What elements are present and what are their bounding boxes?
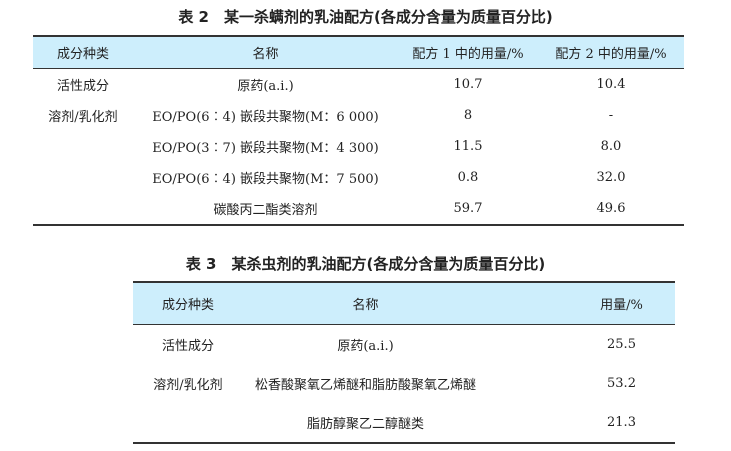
header-cell: 配方 2 中的用量/% — [555, 47, 667, 62]
table-cell: 原药(a.i.) — [237, 79, 294, 94]
table-cell — [33, 193, 133, 225]
table-cell: 11.5 — [453, 139, 483, 154]
table-cell: 松香酸聚氧乙烯醚和脂肪酸聚氧乙烯醚 — [254, 378, 476, 393]
table-cell: 21.3 — [607, 415, 636, 430]
table-cell: 碳酸丙二酯类溶剂 — [213, 203, 318, 218]
table3: 成分种类 名称 用量/% 活性成分 原药(a.i.) 25.5 溶剂/乳化剂 松香酸聚氧… — [133, 281, 675, 444]
table-cell: 溶剂/乳化剂 — [48, 110, 118, 125]
table-cell: - — [608, 108, 614, 123]
table-row: EO/PO(3︰7) 嵌段共聚物(M：4 300) 11.5 8.0 — [33, 131, 684, 162]
header-cell: 名称 — [252, 47, 279, 62]
table-row: EO/PO(6︰4) 嵌段共聚物(M：7 500) 0.8 32.0 — [33, 162, 684, 193]
header-cell: 名称 — [352, 298, 379, 313]
table-cell: 10.4 — [596, 77, 626, 92]
table-cell: EO/PO(6︰4) 嵌段共聚物(M：7 500) — [152, 172, 379, 187]
table-cell: EO/PO(6︰4) 嵌段共聚物(M：6 000) — [152, 110, 379, 125]
table-cell: 活性成分 — [56, 79, 109, 94]
header-cell: 配方 1 中的用量/% — [412, 47, 524, 62]
table-cell — [33, 162, 133, 193]
table-row: 溶剂/乳化剂 松香酸聚氧乙烯醚和脂肪酸聚氧乙烯醚 53.2 — [133, 364, 675, 403]
table2-header-row: 成分种类 名称 配方 1 中的用量/% 配方 2 中的用量/% — [33, 36, 684, 69]
table-cell: 脂肪醇聚乙二醇醚类 — [306, 417, 424, 432]
table2-title: 表 2 某一杀螨剂的乳油配方(各成分含量为质量百分比) — [178, 8, 553, 26]
table-row: 溶剂/乳化剂 EO/PO(6︰4) 嵌段共聚物(M：6 000) 8 - — [33, 100, 684, 131]
table-cell: 59.7 — [453, 201, 483, 216]
table-cell: 25.5 — [607, 337, 636, 352]
table-cell: 53.2 — [607, 376, 636, 391]
table-cell: 32.0 — [596, 170, 626, 185]
table-cell: EO/PO(3︰7) 嵌段共聚物(M：4 300) — [152, 141, 379, 156]
table2: 成分种类 名称 配方 1 中的用量/% 配方 2 中的用量/% 活性成分 原药(a… — [33, 35, 684, 226]
table-cell: 活性成分 — [161, 339, 214, 354]
table-cell: 原药(a.i.) — [337, 339, 394, 354]
table-cell: 8.0 — [600, 139, 622, 154]
table-cell: 8 — [463, 108, 473, 123]
table-cell — [133, 403, 243, 443]
header-cell: 成分种类 — [161, 298, 214, 313]
table-row: 脂肪醇聚乙二醇醚类 21.3 — [133, 403, 675, 443]
table-cell: 溶剂/乳化剂 — [153, 378, 223, 393]
header-cell: 成分种类 — [56, 47, 109, 62]
table3-title: 表 3 某杀虫剂的乳油配方(各成分含量为质量百分比) — [185, 255, 546, 273]
header-cell: 用量/% — [600, 298, 643, 313]
table3-header-row: 成分种类 名称 用量/% — [133, 282, 675, 325]
table-cell: 0.8 — [457, 170, 479, 185]
table-row: 活性成分 原药(a.i.) 25.5 — [133, 325, 675, 365]
table-cell: 10.7 — [453, 77, 483, 92]
table-row: 碳酸丙二酯类溶剂 59.7 49.6 — [33, 193, 684, 225]
table-row: 活性成分 原药(a.i.) 10.7 10.4 — [33, 69, 684, 101]
table-cell: 49.6 — [596, 201, 626, 216]
table-cell — [33, 131, 133, 162]
